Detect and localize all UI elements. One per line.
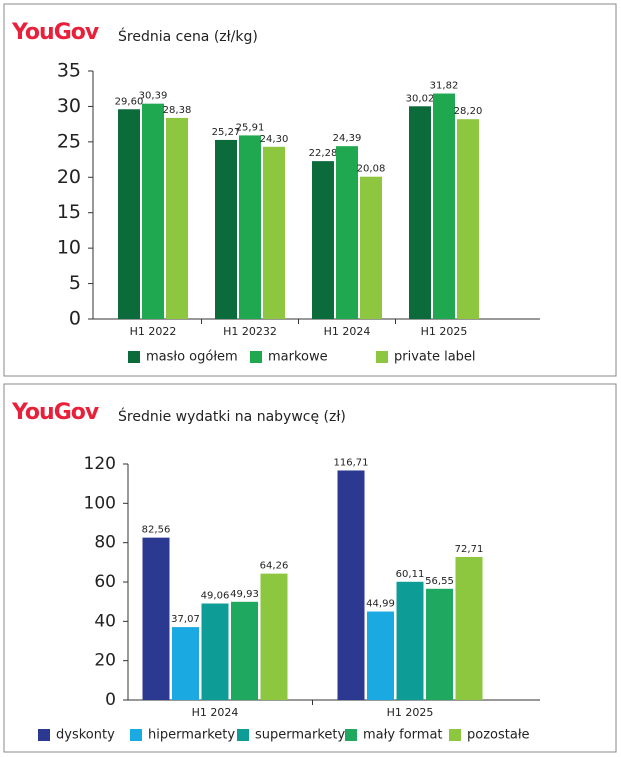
x-tick-label: H1 2025	[387, 706, 434, 719]
value-label: 116,71	[334, 457, 369, 468]
y-tick-label: 20	[94, 651, 116, 671]
value-label: 28,20	[454, 106, 483, 117]
y-tick-label: 30	[57, 95, 81, 117]
legend-label: masło ogółem	[146, 350, 238, 365]
bar	[231, 601, 258, 700]
legend-swatch	[449, 729, 461, 741]
value-label: 25,91	[236, 122, 265, 133]
bar	[166, 117, 188, 319]
brand-logo: YouGov	[11, 20, 100, 45]
value-label: 31,82	[430, 81, 459, 92]
bar	[260, 573, 288, 700]
value-label: 37,07	[171, 614, 200, 625]
value-label: 24,30	[260, 134, 289, 145]
value-label: 25,27	[212, 127, 241, 138]
y-tick-label: 0	[105, 690, 116, 710]
x-tick-label: H1 2024	[192, 706, 239, 719]
value-label: 64,26	[260, 561, 289, 572]
y-tick-label: 35	[57, 60, 81, 82]
y-tick-label: 40	[94, 611, 116, 631]
legend-swatch	[130, 729, 142, 741]
bar	[433, 93, 455, 320]
bar	[336, 146, 358, 319]
bar	[360, 176, 382, 319]
bar	[409, 106, 431, 319]
value-label: 28,38	[163, 105, 192, 116]
bar	[118, 109, 140, 320]
chart-title: Średnie wydatki na nabywcę (zł)	[118, 407, 346, 425]
y-tick-label: 100	[84, 493, 116, 513]
value-label: 82,56	[142, 525, 171, 536]
value-label: 30,02	[406, 93, 435, 104]
bar	[396, 581, 424, 700]
legend-swatch	[250, 351, 262, 363]
x-tick-label: H1 2022	[130, 325, 177, 338]
bar	[457, 119, 479, 319]
legend-label: supermarkety	[255, 728, 346, 743]
bar	[239, 135, 261, 319]
bar	[455, 557, 483, 700]
bar	[142, 103, 164, 319]
bar	[172, 627, 199, 700]
panel	[3, 383, 617, 753]
legend-swatch	[237, 729, 249, 741]
y-tick-label: 80	[94, 533, 116, 553]
chart-title: Średnia cena (zł/kg)	[118, 27, 258, 45]
bar	[337, 470, 365, 700]
value-label: 30,39	[139, 91, 168, 102]
bar	[426, 588, 453, 700]
legend-label: markowe	[268, 350, 328, 365]
legend-label: pozostałe	[467, 728, 530, 743]
value-label: 60,11	[396, 569, 425, 580]
y-tick-label: 25	[57, 130, 81, 152]
bar	[201, 603, 229, 700]
value-label: 49,06	[201, 591, 230, 602]
value-label: 49,93	[230, 589, 259, 600]
x-tick-label: H1 2025	[421, 325, 468, 338]
legend-swatch	[38, 729, 50, 741]
y-tick-label: 15	[57, 201, 81, 223]
bar	[312, 161, 334, 319]
value-label: 72,71	[455, 544, 484, 555]
value-label: 44,99	[366, 599, 395, 610]
panel	[3, 3, 617, 377]
value-label: 56,55	[425, 576, 454, 587]
value-label: 29,60	[115, 96, 144, 107]
legend-swatch	[376, 351, 388, 363]
legend-label: hipermarkety	[148, 728, 235, 743]
bar	[263, 146, 285, 319]
y-tick-label: 5	[69, 272, 81, 294]
y-tick-label: 120	[84, 454, 116, 474]
y-tick-label: 20	[57, 166, 81, 188]
legend-label: mały format	[363, 728, 443, 743]
x-tick-label: H1 20232	[223, 325, 277, 338]
y-tick-label: 60	[94, 572, 116, 592]
x-tick-label: H1 2024	[324, 325, 371, 338]
legend-label: dyskonty	[56, 728, 115, 743]
value-label: 22,28	[309, 148, 338, 159]
legend-swatch	[128, 351, 140, 363]
legend-label: private label	[394, 350, 476, 365]
bar	[215, 139, 237, 319]
value-label: 20,08	[357, 164, 386, 175]
bar	[367, 611, 394, 700]
value-label: 24,39	[333, 133, 362, 144]
y-tick-label: 10	[57, 237, 81, 259]
bar	[142, 537, 170, 700]
brand-logo: YouGov	[11, 400, 100, 425]
legend-swatch	[345, 729, 357, 741]
y-tick-label: 0	[69, 308, 81, 330]
